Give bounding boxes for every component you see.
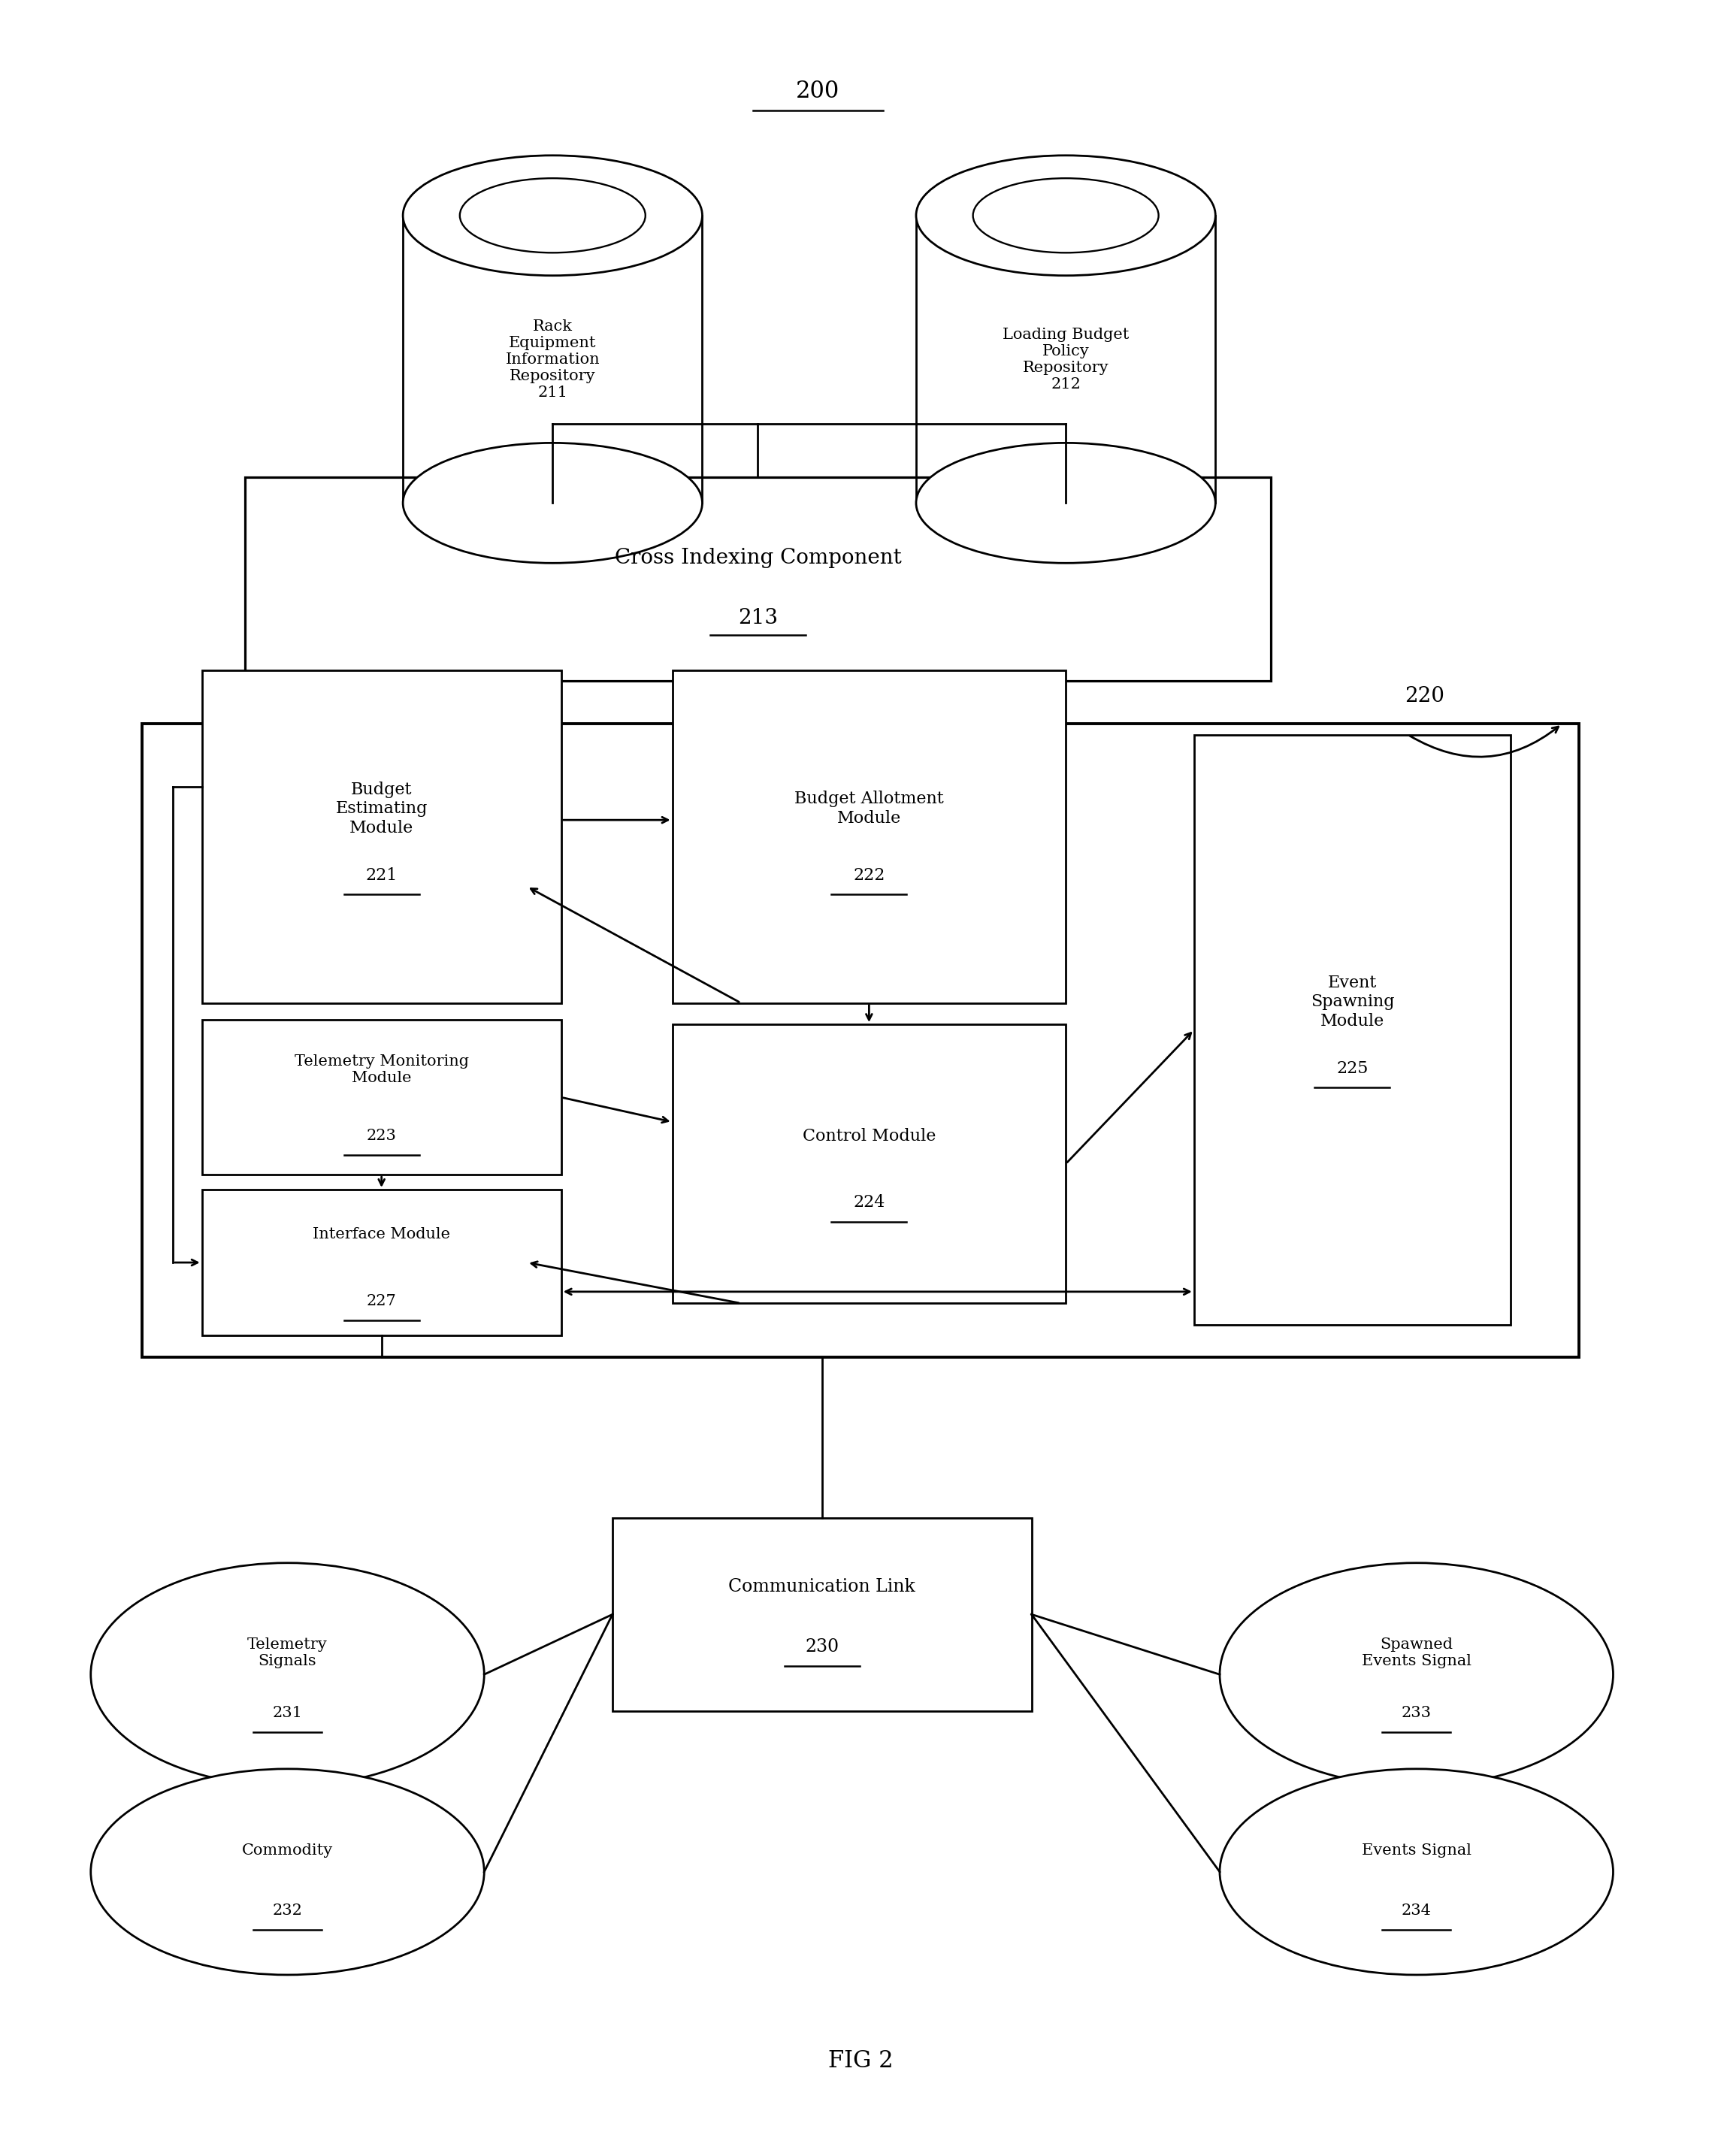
Text: Telemetry
Signals: Telemetry Signals	[248, 1639, 327, 1669]
Text: 200: 200	[795, 80, 840, 103]
Text: 213: 213	[738, 608, 778, 627]
Text: FIG 2: FIG 2	[828, 2048, 893, 2072]
Text: 224: 224	[854, 1194, 885, 1212]
FancyBboxPatch shape	[613, 1518, 1031, 1712]
Text: Loading Budget
Policy
Repository
212: Loading Budget Policy Repository 212	[1003, 328, 1129, 390]
Text: 231: 231	[272, 1705, 303, 1720]
Text: Communication Link: Communication Link	[728, 1578, 916, 1595]
Text: Spawned
Events Signal: Spawned Events Signal	[1361, 1639, 1471, 1669]
FancyBboxPatch shape	[916, 216, 1215, 502]
FancyBboxPatch shape	[201, 1020, 561, 1175]
FancyBboxPatch shape	[673, 671, 1065, 1003]
Ellipse shape	[1220, 1563, 1613, 1785]
Text: 220: 220	[1404, 686, 1446, 707]
FancyBboxPatch shape	[143, 724, 1578, 1356]
Ellipse shape	[1220, 1768, 1613, 1975]
Text: Rack
Equipment
Information
Repository
211: Rack Equipment Information Repository 21…	[506, 319, 601, 399]
Text: Control Module: Control Module	[802, 1128, 936, 1145]
Text: 234: 234	[1401, 1904, 1432, 1917]
Ellipse shape	[972, 179, 1158, 252]
Ellipse shape	[403, 442, 702, 563]
Text: Budget Allotment
Module: Budget Allotment Module	[795, 791, 943, 826]
Ellipse shape	[403, 155, 702, 276]
Ellipse shape	[91, 1768, 484, 1975]
Text: Events Signal: Events Signal	[1361, 1843, 1471, 1858]
Text: 233: 233	[1401, 1705, 1432, 1720]
Text: 227: 227	[367, 1294, 396, 1309]
Text: Event
Spawning
Module: Event Spawning Module	[1310, 975, 1394, 1028]
Text: 232: 232	[272, 1904, 303, 1917]
Ellipse shape	[916, 155, 1215, 276]
Text: Commodity: Commodity	[243, 1843, 334, 1858]
FancyBboxPatch shape	[673, 1024, 1065, 1302]
FancyBboxPatch shape	[244, 476, 1272, 681]
Text: 225: 225	[1337, 1061, 1368, 1076]
Text: 221: 221	[365, 867, 398, 884]
Text: 223: 223	[367, 1130, 396, 1143]
FancyBboxPatch shape	[1194, 735, 1511, 1324]
FancyBboxPatch shape	[403, 216, 702, 502]
Text: Budget
Estimating
Module: Budget Estimating Module	[336, 780, 427, 837]
Text: 222: 222	[854, 867, 885, 884]
FancyBboxPatch shape	[201, 671, 561, 1003]
Ellipse shape	[91, 1563, 484, 1785]
FancyBboxPatch shape	[201, 1190, 561, 1335]
Ellipse shape	[916, 442, 1215, 563]
Text: Cross Indexing Component: Cross Indexing Component	[614, 548, 902, 567]
Text: Interface Module: Interface Module	[313, 1227, 451, 1242]
Text: 230: 230	[805, 1639, 838, 1656]
Text: Telemetry Monitoring
Module: Telemetry Monitoring Module	[294, 1054, 468, 1084]
Ellipse shape	[460, 179, 645, 252]
